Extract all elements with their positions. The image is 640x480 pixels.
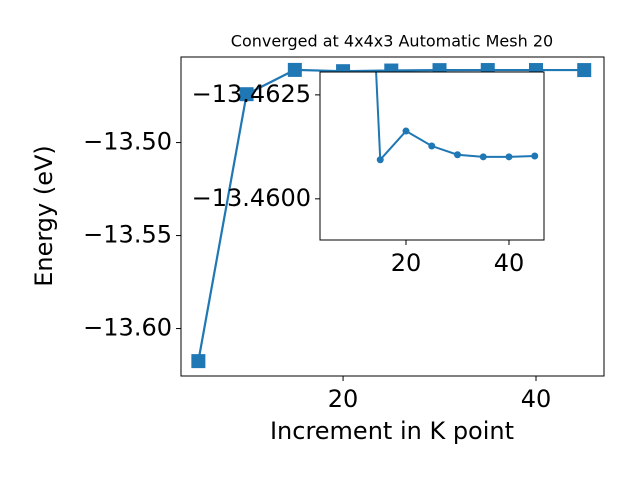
marker — [505, 153, 513, 161]
marker — [376, 156, 384, 164]
marker — [287, 62, 302, 77]
y-tick-label: −13.4625 — [192, 80, 311, 108]
chart-title: Converged at 4x4x3 Automatic Mesh 20 — [231, 32, 553, 51]
marker — [239, 87, 254, 102]
axes-frame — [319, 71, 545, 241]
y-axis-label: Energy (eV) — [30, 145, 58, 287]
x-tick-label: 40 — [494, 249, 525, 277]
series — [375, 72, 539, 164]
x-tick-label: 20 — [328, 385, 359, 413]
y-tick-label: −13.55 — [83, 221, 172, 249]
marker — [428, 142, 436, 150]
x-tick-label: 40 — [521, 385, 552, 413]
y-tick-label: −13.50 — [83, 128, 172, 156]
x-axis-label: Increment in K point — [270, 417, 514, 445]
marker — [191, 354, 206, 369]
marker — [479, 153, 487, 161]
x-tick-label: 20 — [391, 249, 422, 277]
y-tick-label: −13.60 — [83, 314, 172, 342]
line — [375, 72, 535, 163]
marker — [402, 127, 410, 135]
y-tick-label: −13.4600 — [192, 184, 311, 212]
marker — [453, 151, 461, 159]
marker — [531, 152, 539, 160]
marker — [577, 63, 592, 78]
axes-frame — [180, 56, 605, 377]
